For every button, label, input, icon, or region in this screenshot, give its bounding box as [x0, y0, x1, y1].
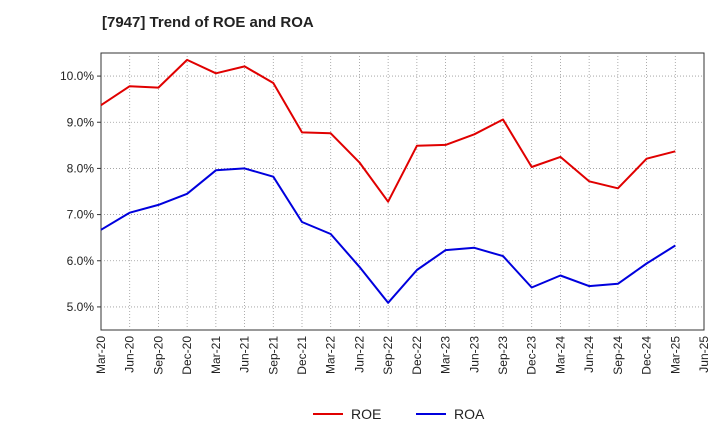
- plot-frame: [100, 52, 705, 331]
- x-tick-label: Dec-20: [180, 336, 194, 375]
- legend-label-roe: ROE: [351, 406, 381, 422]
- series-line-roa: [100, 167, 676, 304]
- x-tick-label: Jun-23: [467, 336, 481, 373]
- y-tick-label: 8.0%: [67, 161, 95, 175]
- legend-label-roa: ROA: [454, 406, 485, 422]
- x-tick-label: Mar-20: [94, 336, 108, 374]
- series-line-roe: [100, 58, 676, 203]
- y-tick-label: 9.0%: [67, 115, 95, 129]
- x-tick-label: Dec-22: [410, 336, 424, 375]
- y-tick-label: 7.0%: [67, 208, 95, 222]
- x-tick-label: Jun-25: [697, 336, 711, 373]
- x-tick-label: Mar-23: [439, 336, 453, 374]
- x-tick-label: Dec-21: [295, 336, 309, 375]
- x-tick-label: Sep-22: [381, 336, 395, 375]
- x-tick-label: Dec-24: [640, 336, 654, 375]
- y-tick-label: 5.0%: [67, 300, 95, 314]
- x-tick-label: Jun-21: [238, 336, 252, 373]
- x-tick-label: Jun-22: [352, 336, 366, 373]
- x-tick-label: Jun-20: [123, 336, 137, 373]
- x-tick-label: Sep-23: [496, 336, 510, 375]
- x-tick-label: Mar-25: [668, 336, 682, 374]
- x-tick-label: Sep-21: [266, 336, 280, 375]
- x-tick-label: Sep-20: [151, 336, 165, 375]
- x-tick-label: Dec-23: [525, 336, 539, 375]
- x-tick-label: Mar-22: [324, 336, 338, 374]
- y-tick-label: 6.0%: [67, 254, 95, 268]
- x-tick-label: Mar-24: [553, 336, 567, 374]
- y-tick-label: 10.0%: [60, 69, 94, 83]
- x-tick-label: Mar-21: [209, 336, 223, 374]
- chart-title: [7947] Trend of ROE and ROA: [102, 14, 314, 31]
- x-tick-label: Jun-24: [582, 336, 596, 373]
- x-tick-label: Sep-24: [611, 336, 625, 375]
